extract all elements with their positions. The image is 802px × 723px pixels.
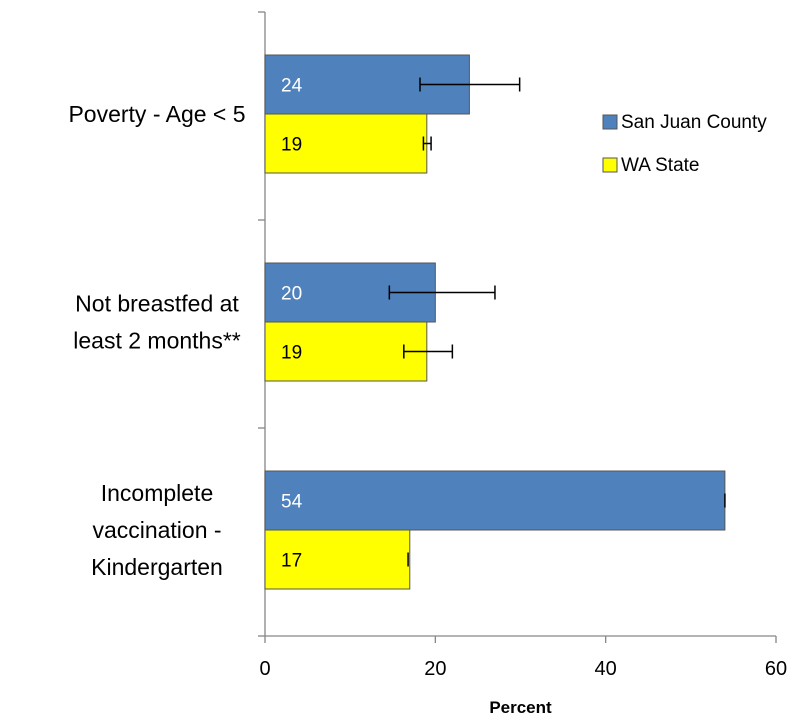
- category-label-line: Kindergarten: [91, 554, 223, 580]
- x-axis-title: Percent: [489, 698, 552, 717]
- data-label: 19: [281, 343, 302, 364]
- data-label: 24: [281, 76, 303, 97]
- category-label: Not breastfed at least 2 months**: [73, 291, 241, 354]
- data-label: 54: [281, 492, 303, 513]
- category-label: Incomplete vaccination - Kindergarten: [91, 480, 223, 580]
- legend-swatch: [602, 114, 618, 130]
- category-label-line: Incomplete: [101, 480, 214, 506]
- bar: [264, 529, 411, 590]
- bars: [264, 54, 726, 590]
- legend-label: San Juan County: [621, 112, 767, 133]
- x-tick-label: 20: [424, 658, 446, 680]
- data-labels: 24 19 20 19 54 17: [281, 76, 303, 572]
- category-labels: Poverty - Age < 5 Not breastfed at least 2…: [68, 101, 245, 580]
- data-label: 17: [281, 551, 302, 572]
- category-label-line: vaccination -: [92, 517, 221, 543]
- data-label: 19: [281, 135, 302, 156]
- x-tick-label: 40: [595, 658, 617, 680]
- data-label: 20: [281, 284, 302, 305]
- legend-label: WA State: [621, 155, 700, 176]
- legend: San Juan County WA State: [602, 112, 767, 176]
- x-tick-label: 0: [259, 658, 270, 680]
- bar: [264, 113, 428, 174]
- category-label-line: Poverty - Age < 5: [68, 101, 245, 127]
- error-bars: [388, 77, 726, 567]
- legend-swatch: [602, 157, 618, 173]
- category-label-line: least 2 months**: [73, 328, 241, 354]
- category-label-line: Not breastfed at: [75, 291, 239, 317]
- bar: [264, 470, 726, 531]
- x-tick-label: 60: [765, 658, 787, 680]
- category-label: Poverty - Age < 5: [68, 101, 245, 127]
